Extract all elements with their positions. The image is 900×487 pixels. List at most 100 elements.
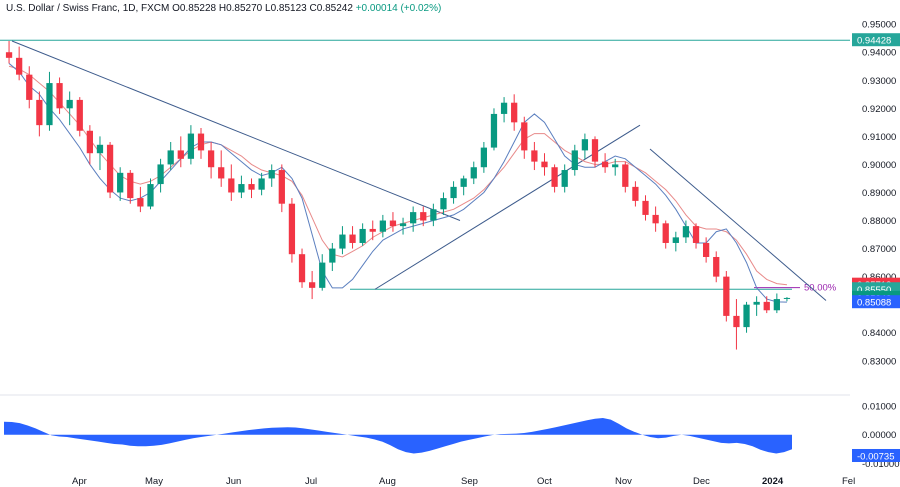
candle-body (26, 74, 33, 100)
candle-body (632, 186, 639, 201)
candle-body (753, 301, 760, 305)
uptrend-line (374, 124, 641, 290)
candle-body (682, 226, 690, 238)
candle-body (5, 52, 13, 58)
candle-body (743, 304, 750, 328)
time-tick-label: Aug (379, 476, 396, 487)
price-tick-label: 0.83000 (862, 356, 896, 367)
candle-body (238, 184, 245, 193)
candle-body (389, 220, 397, 227)
ohlc-change: +0.00014 (+0.02%) (355, 3, 442, 14)
candle-body (531, 150, 538, 162)
candle-body (308, 282, 316, 288)
price-tick-label: 0.89000 (862, 188, 896, 199)
candle-body (763, 301, 770, 311)
candle-body (702, 242, 710, 257)
price-tick-label: 0.84000 (862, 328, 896, 339)
price-tick-label: 0.90000 (862, 160, 896, 171)
time-tick-label: 2024 (762, 476, 784, 487)
ohlc-open-label: O (172, 3, 180, 14)
candle-body (137, 198, 144, 207)
candle-body (127, 172, 134, 199)
ema-fast-line (8, 63, 787, 303)
candle-body (723, 276, 730, 316)
oscillator-value-badge (852, 448, 900, 462)
candle-body (561, 170, 568, 187)
candle-body (601, 161, 609, 168)
candle-body (733, 315, 740, 328)
candle-body (500, 102, 508, 114)
candle-body (157, 164, 164, 185)
downtrend-line-2 (649, 148, 827, 301)
candle-body (298, 254, 306, 283)
candle-body (662, 223, 669, 243)
candle-body (86, 130, 94, 154)
time-tick-label: Nov (615, 476, 632, 487)
time-tick-label: Jul (305, 476, 317, 487)
candle-body (450, 186, 457, 199)
indicator-lines: 50.00% (0, 39, 850, 303)
candle-body (218, 167, 225, 179)
candle-body (440, 198, 447, 210)
candle-body (207, 150, 215, 168)
price-tick-label: 0.91000 (862, 132, 896, 143)
oscillator-fill (4, 417, 792, 454)
price-badges: -0.007350.944280.857130.855500.852420.85… (852, 33, 900, 462)
candle-body (56, 83, 63, 109)
candle-body (460, 178, 467, 187)
candle-body (511, 102, 518, 123)
oscillator-tick-label: 0.01000 (862, 401, 896, 412)
candle-body (369, 228, 376, 232)
resistance-price-text: 0.94428 (857, 36, 891, 47)
ema-fast-price-badge (852, 295, 900, 309)
time-tick-label: Apr (72, 476, 87, 487)
price-tick-label: 0.95000 (862, 20, 896, 31)
candle-body (773, 299, 780, 311)
fib-50-label: 50.00% (804, 283, 837, 294)
downtrend-line-1 (11, 40, 461, 221)
oscillator-tick-label: -0.01000 (862, 459, 900, 470)
time-tick-label: Dec (693, 476, 710, 487)
candle-body (329, 248, 336, 263)
candle-body (359, 228, 366, 243)
resistance-price-badge (852, 33, 900, 47)
time-tick-label: Sep (461, 476, 478, 487)
candle-body (197, 133, 205, 151)
candle-body (46, 83, 53, 126)
ohlc-open: 0.85228 (179, 3, 217, 14)
candle-body (399, 223, 407, 227)
candle-body (571, 150, 578, 171)
candle-body (167, 150, 174, 165)
price-tick-label: 0.86000 (862, 272, 896, 283)
candle-body (521, 122, 528, 151)
candle-body (591, 139, 599, 162)
candle-body (430, 209, 437, 221)
candle-body (16, 57, 23, 75)
candle-body (349, 234, 356, 243)
ohlc-low: 0.85123 (270, 3, 307, 14)
time-tick-label: Jun (226, 476, 241, 487)
price-tick-label: 0.87000 (862, 244, 896, 255)
candle-body (268, 170, 275, 179)
candle-body (278, 170, 285, 204)
price-tick-label: 0.88000 (862, 216, 896, 227)
candle-body (76, 99, 83, 131)
ohlc-high-label: H (218, 3, 227, 14)
candle-body (490, 113, 498, 148)
candle-body (480, 147, 488, 168)
candle-body (551, 167, 558, 187)
candle-body (581, 139, 589, 151)
candle-body (672, 237, 679, 243)
candle-body (612, 164, 619, 168)
time-tick-label: May (145, 476, 163, 487)
candle-body (288, 203, 296, 255)
chart-header: U.S. Dollar / Swiss Franc, 1D, FXCM O0.8… (6, 3, 441, 14)
time-tick-label: Oct (537, 476, 552, 487)
candle-body (66, 99, 73, 109)
oscillator-value-text: -0.00735 (857, 451, 895, 462)
price-tick-label: 0.94000 (862, 48, 896, 59)
candle-body (692, 226, 700, 243)
candle-body (379, 220, 386, 232)
candle-body (541, 161, 548, 168)
